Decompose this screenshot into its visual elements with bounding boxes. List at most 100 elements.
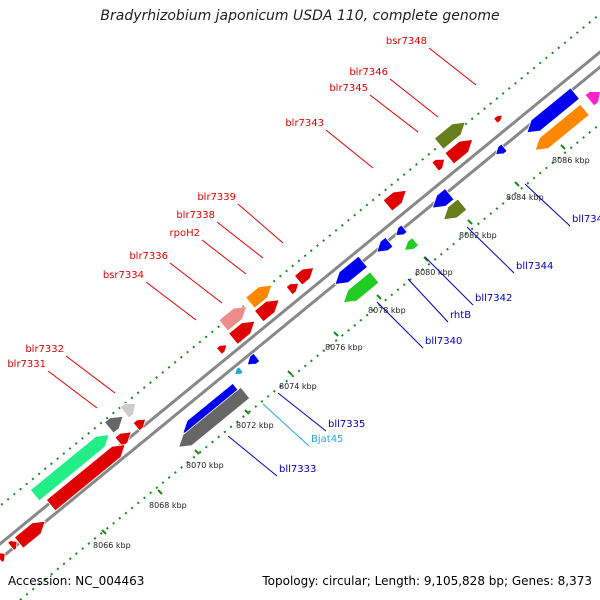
forward-gene-label[interactable]: rpoH2 [170, 228, 200, 239]
kbp-tick-label: 8082 kbp [459, 231, 497, 240]
gene-bjat45[interactable] [234, 366, 244, 375]
reverse-leader-line [524, 183, 571, 227]
gene-bsr7348[interactable] [493, 114, 504, 124]
kbp-tick-mark [194, 449, 200, 455]
kbp-tick-label: 8068 kbp [149, 501, 187, 510]
reverse-leader-line [227, 435, 278, 477]
kbp-tick-mark [560, 144, 566, 150]
gene-bll7347-blue[interactable] [526, 87, 580, 134]
forward-gene-label[interactable]: blr7332 [25, 344, 64, 355]
kbp-tick-label: 8080 kbp [415, 268, 453, 277]
gene-long-red[interactable] [45, 444, 126, 512]
reverse-leader-line [424, 256, 474, 306]
reverse-gene-label[interactable]: bll7344 [516, 261, 553, 272]
reverse-gene-label[interactable]: rhtB [450, 310, 471, 321]
gene-blr7341[interactable] [382, 189, 407, 212]
gene-bll7340-blue[interactable] [334, 255, 368, 285]
gene-bll7344-small[interactable] [495, 143, 508, 155]
gene-bll7335-small[interactable] [246, 352, 261, 366]
gene-blr7332-light[interactable] [119, 403, 136, 419]
kbp-tick-mark [101, 529, 107, 535]
backbone-line-lower [0, 65, 600, 561]
forward-leader-line [201, 239, 247, 275]
kbp-tick-mark [467, 219, 473, 225]
forward-leader-line [47, 370, 98, 409]
forward-leader-line [65, 355, 116, 394]
forward-gene-label[interactable]: blr7336 [129, 251, 168, 262]
gene-bll7344-a[interactable] [431, 188, 455, 209]
gene-blr7338[interactable] [285, 282, 300, 296]
gene-bll7333[interactable] [178, 386, 251, 448]
gene-bsr7334-pink[interactable] [218, 306, 248, 332]
forward-leader-line [369, 94, 419, 133]
reverse-gene-label[interactable]: bll7340 [425, 336, 462, 347]
forward-gene-label[interactable]: blr7338 [176, 210, 215, 221]
forward-leader-line [237, 203, 284, 244]
accession-text: Accession: NC_004463 [8, 574, 145, 588]
forward-gene-label[interactable]: bsr7348 [386, 36, 427, 47]
gene-red-left-3[interactable] [0, 552, 6, 563]
gene-blr7339[interactable] [293, 267, 315, 286]
gene-blr7345[interactable] [444, 139, 474, 165]
reverse-leader-line [376, 301, 424, 349]
kbp-tick-mark [376, 294, 382, 300]
kbp-ticks: 8066 kbp 8068 kbp 8070 kbp 8072 kbp 8074 kbp… [93, 144, 590, 550]
forward-leader-line [325, 129, 374, 169]
forward-leader-line [216, 221, 264, 259]
kbp-tick-label: 8086 kbp [552, 156, 590, 165]
tick-rail-lower [19, 123, 600, 600]
forward-leader-line [389, 78, 439, 118]
kbp-tick-label: 8078 kbp [368, 306, 406, 315]
tick-rail-upper [0, 13, 600, 508]
reverse-leader-line [277, 392, 327, 432]
forward-gene-label[interactable]: bsr7334 [103, 270, 144, 281]
rna-gene-label[interactable]: Bjat45 [311, 434, 343, 445]
forward-gene-label[interactable]: blr7345 [329, 83, 368, 94]
reverse-gene-label[interactable]: bll7335 [328, 419, 365, 430]
kbp-tick-mark [287, 370, 293, 376]
kbp-tick-mark [423, 256, 429, 262]
kbp-tick-label: 8084 kbp [506, 193, 544, 202]
gene-bll7340-green[interactable] [342, 271, 380, 304]
gene-bll7347-orange[interactable] [534, 103, 590, 151]
kbp-tick-mark [333, 331, 339, 337]
reverse-gene-label[interactable]: bll7347 [572, 214, 600, 225]
page-title: Bradyrhizobium japonicum USDA 110, compl… [100, 8, 500, 24]
gene-bsr7334-small[interactable] [216, 344, 228, 355]
gene-blr7343[interactable] [431, 158, 446, 172]
gene-blr7331-b[interactable] [132, 418, 147, 432]
forward-leader-line [428, 47, 477, 86]
forward-leader-line [145, 281, 197, 321]
gene-bll7344-b[interactable] [443, 198, 468, 221]
gene-rpoH2[interactable] [245, 284, 273, 309]
forward-leader-line [169, 262, 223, 304]
gene-rhtB-2[interactable] [376, 236, 394, 253]
rna-leader-line [262, 403, 310, 447]
gene-red-left-2[interactable] [7, 540, 18, 551]
gene-blr7346[interactable] [433, 121, 466, 150]
gene-bsr7334-red[interactable] [228, 320, 256, 345]
kbp-tick-mark [157, 489, 163, 495]
reverse-gene-label[interactable]: bll7333 [279, 464, 316, 475]
forward-gene-label[interactable]: blr7343 [285, 118, 324, 129]
reverse-leader-line [466, 226, 515, 274]
gene-mint[interactable] [29, 434, 110, 502]
gene-blr7336[interactable] [253, 299, 280, 323]
gene-blr7332-gray[interactable] [104, 415, 124, 434]
forward-gene-label[interactable]: blr7346 [349, 67, 388, 78]
kbp-tick-label: 8072 kbp [236, 421, 274, 430]
kbp-tick-label: 8066 kbp [93, 541, 131, 550]
forward-gene-label[interactable]: blr7331 [7, 359, 46, 370]
gene-bll7342[interactable] [395, 224, 408, 236]
gene-red-left[interactable] [13, 520, 46, 549]
forward-gene-label[interactable]: blr7339 [197, 192, 236, 203]
gene-labels: bsr7348 blr7346 blr7345 blr7343 blr7339 blr73… [7, 36, 600, 477]
kbp-tick-label: 8070 kbp [186, 461, 224, 470]
kbp-tick-label: 8076 kbp [325, 343, 363, 352]
gene-pink-end[interactable] [584, 91, 600, 107]
kbp-tick-mark [514, 181, 520, 187]
reverse-gene-label[interactable]: bll7342 [475, 293, 512, 304]
gene-rhtB[interactable] [404, 237, 420, 251]
